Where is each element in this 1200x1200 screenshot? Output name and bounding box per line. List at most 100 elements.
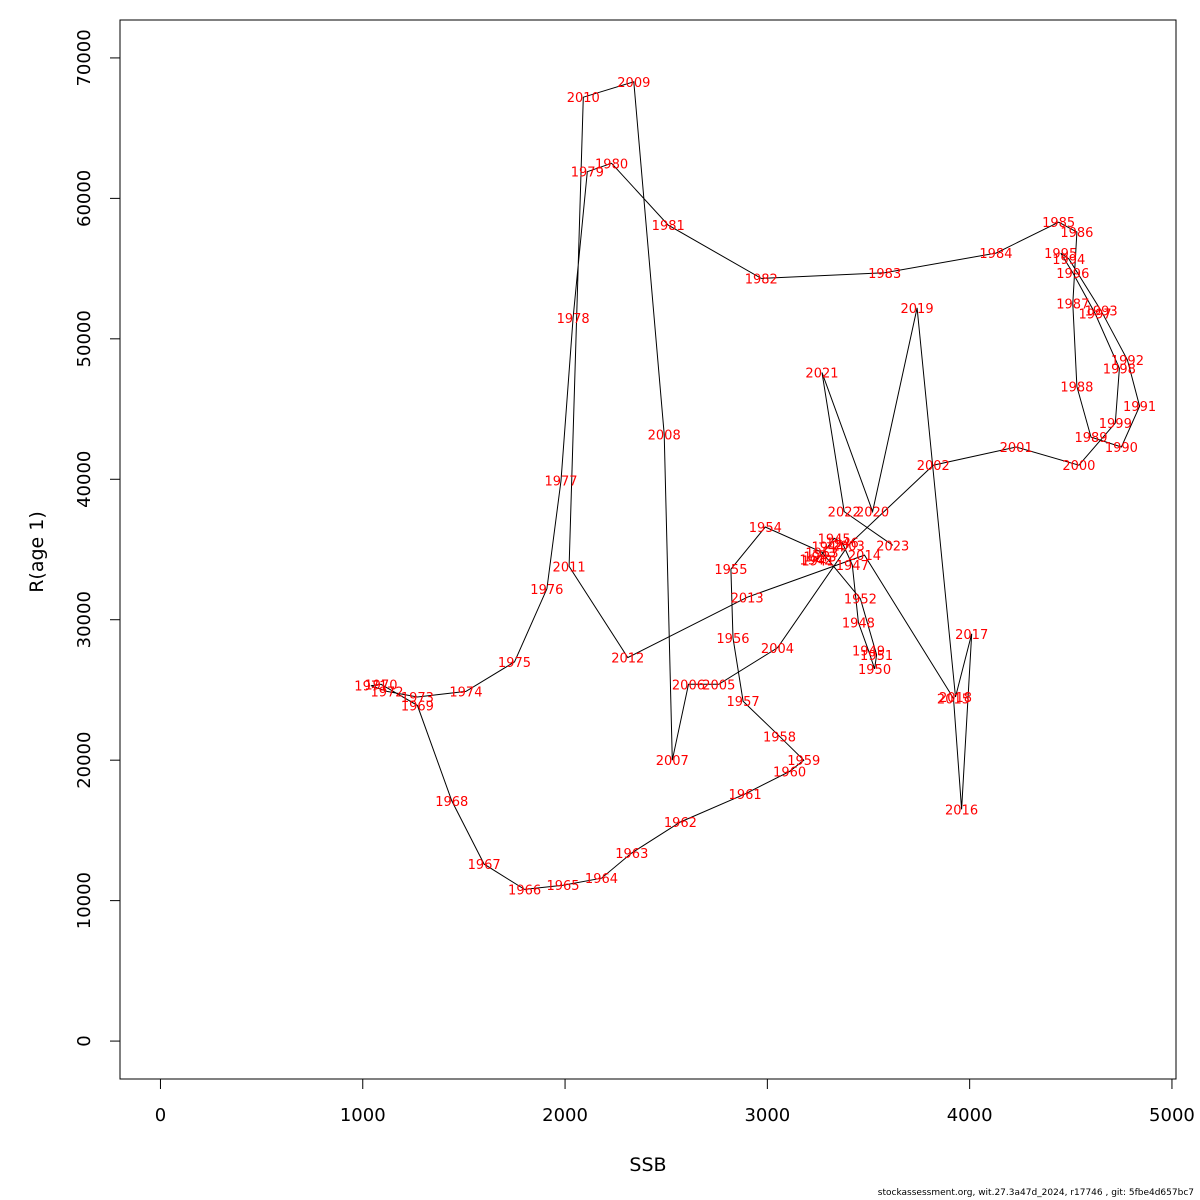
point-label-1945: 1945: [818, 532, 851, 547]
x-tick-label: 0: [155, 1105, 166, 1126]
point-label-2017: 2017: [955, 628, 988, 643]
y-tick-label: 70000: [74, 29, 95, 86]
point-label-1985: 1985: [1042, 216, 1075, 231]
y-tick-label: 30000: [74, 591, 95, 648]
point-label-2003: 2003: [832, 539, 865, 554]
point-label-2005: 2005: [702, 678, 735, 693]
point-label-1991: 1991: [1123, 400, 1156, 415]
point-label-1986: 1986: [1060, 226, 1093, 241]
point-label-1977: 1977: [544, 475, 577, 490]
point-label-1947: 1947: [836, 559, 869, 574]
point-label-1953: 1953: [805, 546, 838, 561]
point-label-1959: 1959: [787, 754, 820, 769]
plot-frame: [119, 19, 1177, 1080]
y-tick-label: 50000: [74, 310, 95, 367]
series-line: [370, 81, 1141, 890]
point-label-1962: 1962: [664, 816, 697, 831]
point-label-2013: 2013: [731, 591, 764, 606]
point-label-1979: 1979: [571, 166, 604, 181]
point-label-2011: 2011: [553, 560, 586, 575]
point-label-1954: 1954: [749, 521, 782, 536]
point-label-1970: 1970: [364, 678, 397, 693]
point-label-1956: 1956: [716, 632, 749, 647]
point-label-1995: 1995: [1044, 247, 1077, 262]
point-label-2001: 2001: [1000, 441, 1033, 456]
y-axis-title: R(age 1): [26, 511, 48, 593]
point-label-2016: 2016: [945, 803, 978, 818]
point-label-1993: 1993: [1085, 305, 1118, 320]
point-label-2023: 2023: [876, 539, 909, 554]
point-label-1978: 1978: [557, 312, 590, 327]
point-label-2018: 2018: [939, 691, 972, 706]
point-label-1958: 1958: [763, 730, 796, 745]
point-label-2010: 2010: [567, 91, 600, 106]
point-label-1948: 1948: [842, 617, 875, 632]
point-label-1941: 1941: [801, 555, 834, 570]
point-label-2002: 2002: [917, 459, 950, 474]
y-tick-label: 10000: [74, 872, 95, 929]
footer-credit: stockassessment.org, wit.27.3a47d_2024, …: [878, 1188, 1194, 1198]
point-label-1994: 1994: [1052, 253, 1085, 268]
point-label-1966: 1966: [508, 883, 541, 898]
point-label-1998: 1998: [1103, 362, 1136, 377]
x-tick-label: 4000: [947, 1105, 993, 1126]
point-label-1961: 1961: [729, 788, 762, 803]
point-label-1992: 1992: [1111, 354, 1144, 369]
point-label-1982: 1982: [745, 272, 778, 287]
point-label-2015: 2015: [937, 692, 970, 707]
x-axis: 0 1000 2000 3000 4000 5000: [155, 1078, 1195, 1126]
point-label-1996: 1996: [1056, 267, 1089, 282]
point-label-2009: 2009: [617, 76, 650, 91]
x-tick-label: 3000: [744, 1105, 790, 1126]
point-label-1946: 1946: [826, 536, 859, 551]
point-label-1971: 1971: [354, 680, 387, 695]
y-tick-label: 0: [74, 1035, 95, 1046]
point-label-1942: 1942: [799, 553, 832, 568]
point-label-1973: 1973: [401, 691, 434, 706]
x-tick-label: 5000: [1149, 1105, 1195, 1126]
point-label-2019: 2019: [901, 302, 934, 317]
point-label-1976: 1976: [530, 583, 563, 598]
point-label-1963: 1963: [615, 847, 648, 862]
x-tick-label: 1000: [340, 1105, 386, 1126]
point-label-1983: 1983: [868, 267, 901, 282]
point-label-1989: 1989: [1074, 431, 1107, 446]
point-label-2000: 2000: [1062, 459, 1095, 474]
y-tick-label: 20000: [74, 732, 95, 789]
point-label-1975: 1975: [498, 656, 531, 671]
point-label-1981: 1981: [652, 219, 685, 234]
point-label-2020: 2020: [856, 506, 889, 521]
point-label-2004: 2004: [761, 642, 794, 657]
point-label-1990: 1990: [1105, 441, 1138, 456]
point-label-1957: 1957: [727, 695, 760, 710]
point-label-2014: 2014: [848, 549, 881, 564]
point-label-2021: 2021: [805, 367, 838, 382]
point-label-1965: 1965: [546, 879, 579, 894]
point-label-1949: 1949: [852, 645, 885, 660]
point-label-1967: 1967: [468, 858, 501, 873]
point-label-1943: 1943: [803, 551, 836, 566]
trajectory-path: [370, 81, 1141, 890]
point-label-1984: 1984: [979, 247, 1012, 262]
point-label-1955: 1955: [714, 563, 747, 578]
point-label-2008: 2008: [648, 428, 681, 443]
point-label-1999: 1999: [1099, 417, 1132, 432]
point-label-1950: 1950: [858, 663, 891, 678]
point-label-1960: 1960: [773, 765, 806, 780]
point-label-2007: 2007: [656, 754, 689, 769]
point-label-1969: 1969: [401, 699, 434, 714]
point-label-1972: 1972: [370, 685, 403, 700]
point-label-1952: 1952: [844, 593, 877, 608]
point-label-1997: 1997: [1079, 308, 1112, 323]
y-tick-label: 40000: [74, 451, 95, 508]
point-label-1987: 1987: [1056, 298, 1089, 313]
point-label-2006: 2006: [672, 678, 705, 693]
point-label-1951: 1951: [860, 649, 893, 664]
point-label-1968: 1968: [435, 795, 468, 810]
point-label-1980: 1980: [595, 157, 628, 172]
y-axis: 0 10000 20000 30000 40000 50000 60000 70000: [74, 29, 121, 1047]
x-tick-label: 2000: [542, 1105, 588, 1126]
y-tick-label: 60000: [74, 170, 95, 227]
